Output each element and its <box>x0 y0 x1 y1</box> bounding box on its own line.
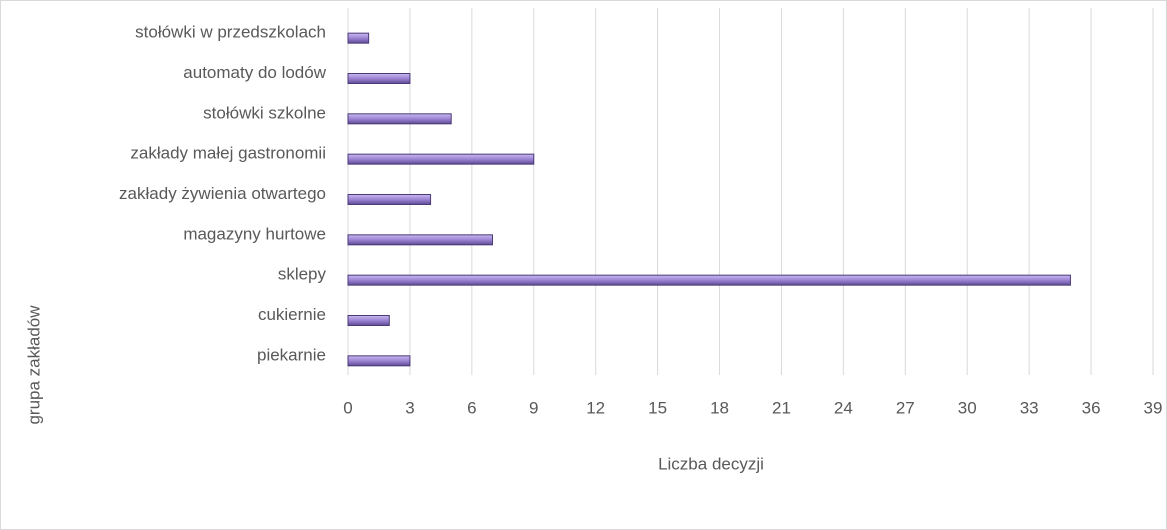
bar <box>347 73 411 84</box>
y-tick-label: piekarnie <box>257 345 326 364</box>
y-tick-label: stołówki szkolne <box>203 103 326 122</box>
bar <box>347 234 493 246</box>
y-tick-label: automaty do lodów <box>183 63 326 82</box>
y-tick-label: stołówki w przedszkolach <box>135 23 326 42</box>
y-tick-label: sklepy <box>278 265 327 284</box>
x-tick-label: 36 <box>1082 398 1101 417</box>
x-tick-label: 33 <box>1020 398 1039 417</box>
x-tick-label: 27 <box>896 398 915 417</box>
x-tick-label: 15 <box>648 398 667 417</box>
x-tick-label: 0 <box>343 398 352 417</box>
x-tick-label: 3 <box>405 398 414 417</box>
x-tick-label: 9 <box>529 398 538 417</box>
x-tick-label: 6 <box>467 398 476 417</box>
x-axis-title: Liczba decyzji <box>658 454 764 473</box>
bar <box>347 153 535 165</box>
bar <box>347 194 432 205</box>
y-axis-title: grupa zakładów <box>24 305 43 425</box>
y-tick-label: magazyny hurtowe <box>183 224 326 243</box>
bar <box>347 274 1071 286</box>
bar <box>347 315 390 326</box>
bar <box>347 113 452 125</box>
x-tick-label: 30 <box>958 398 977 417</box>
x-tick-label: 18 <box>710 398 729 417</box>
x-tick-label: 24 <box>834 398 853 417</box>
y-tick-label: cukiernie <box>258 305 326 324</box>
x-tick-label: 21 <box>772 398 791 417</box>
x-tick-label: 39 <box>1144 398 1163 417</box>
x-tick-label: 12 <box>586 398 605 417</box>
y-tick-label: zakłady żywienia otwartego <box>119 184 326 203</box>
y-tick-label: zakłady małej gastronomii <box>130 144 326 163</box>
bar <box>347 355 411 367</box>
bar <box>347 32 370 44</box>
